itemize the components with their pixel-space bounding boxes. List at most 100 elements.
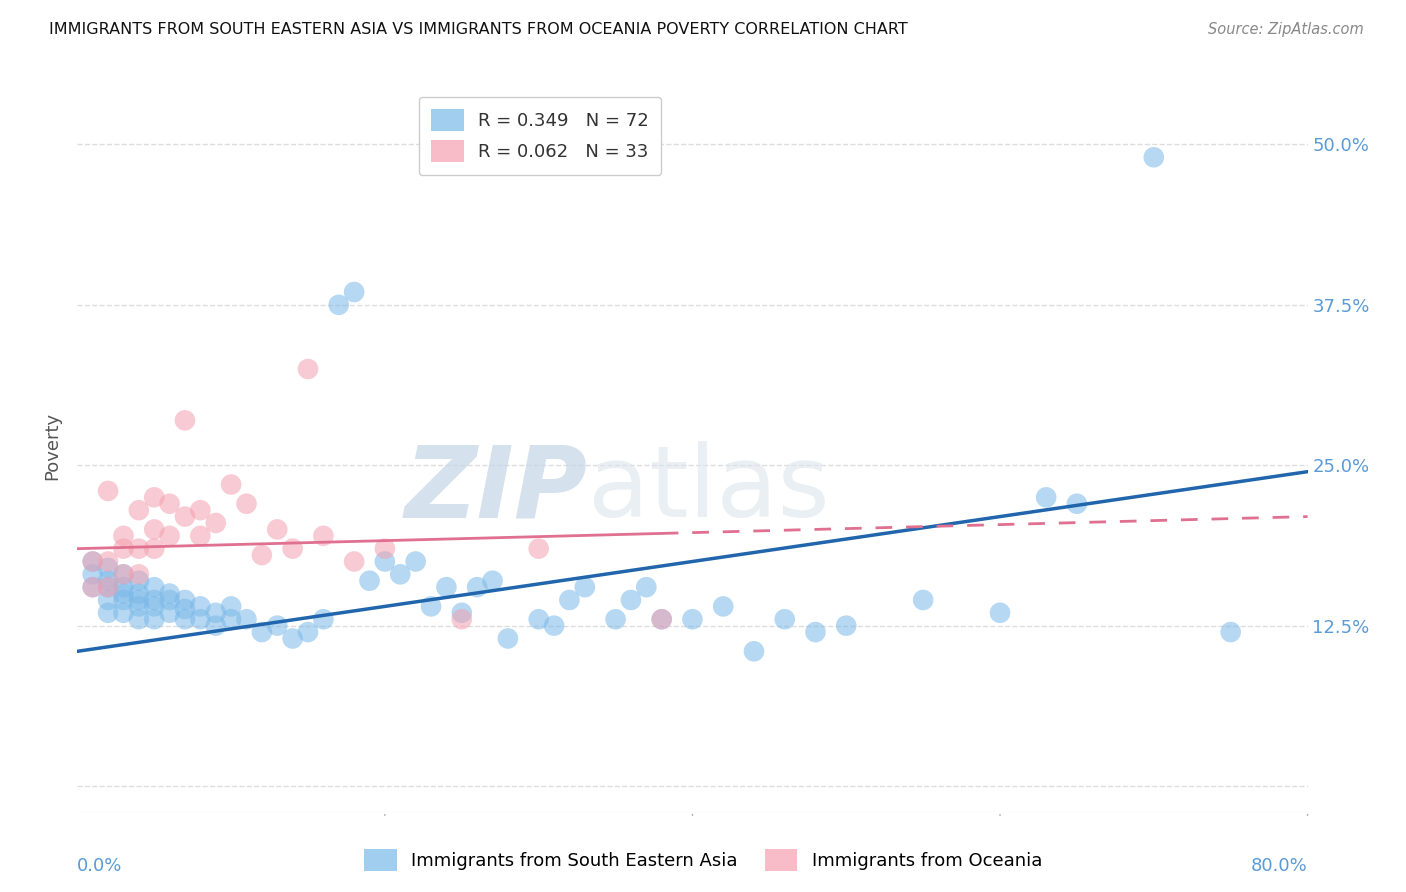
Point xyxy=(219,477,242,491)
Point xyxy=(450,606,472,620)
Point xyxy=(128,567,150,582)
Point xyxy=(235,612,257,626)
Point xyxy=(636,580,658,594)
Point xyxy=(143,599,166,614)
Point xyxy=(651,612,673,626)
Point xyxy=(112,580,135,594)
Point xyxy=(450,612,472,626)
Point xyxy=(128,574,150,588)
Point xyxy=(266,523,288,537)
Point xyxy=(312,529,335,543)
Point xyxy=(235,497,257,511)
Point xyxy=(297,362,319,376)
Point xyxy=(436,580,458,594)
Point xyxy=(558,593,581,607)
Point xyxy=(1143,150,1166,164)
Point xyxy=(297,625,319,640)
Point xyxy=(804,625,827,640)
Text: Source: ZipAtlas.com: Source: ZipAtlas.com xyxy=(1208,22,1364,37)
Point xyxy=(835,618,858,632)
Point xyxy=(128,599,150,614)
Point xyxy=(97,561,120,575)
Point xyxy=(128,541,150,556)
Text: IMMIGRANTS FROM SOUTH EASTERN ASIA VS IMMIGRANTS FROM OCEANIA POVERTY CORRELATIO: IMMIGRANTS FROM SOUTH EASTERN ASIA VS IM… xyxy=(49,22,908,37)
Point xyxy=(1035,491,1057,505)
Point xyxy=(711,599,734,614)
Point xyxy=(219,599,242,614)
Point xyxy=(343,554,366,568)
Point xyxy=(281,632,304,646)
Point xyxy=(574,580,596,594)
Point xyxy=(174,593,197,607)
Point xyxy=(97,483,120,498)
Text: ZIP: ZIP xyxy=(405,442,588,539)
Point xyxy=(143,491,166,505)
Point xyxy=(204,516,226,530)
Y-axis label: Poverty: Poverty xyxy=(44,412,62,480)
Point xyxy=(250,625,273,640)
Point xyxy=(82,567,104,582)
Point xyxy=(605,612,627,626)
Point xyxy=(219,612,242,626)
Point xyxy=(188,503,212,517)
Point xyxy=(343,285,366,299)
Point xyxy=(188,599,212,614)
Point xyxy=(143,612,166,626)
Point xyxy=(159,586,181,600)
Point xyxy=(651,612,673,626)
Point xyxy=(328,298,350,312)
Point xyxy=(112,606,135,620)
Point xyxy=(912,593,935,607)
Point xyxy=(82,554,104,568)
Point xyxy=(97,554,120,568)
Point xyxy=(128,503,150,517)
Point xyxy=(97,580,120,594)
Point xyxy=(82,580,104,594)
Point xyxy=(97,580,120,594)
Point xyxy=(128,612,150,626)
Point xyxy=(112,567,135,582)
Point xyxy=(159,593,181,607)
Point xyxy=(188,529,212,543)
Point xyxy=(389,567,412,582)
Point xyxy=(312,612,335,626)
Point xyxy=(159,529,181,543)
Point xyxy=(97,593,120,607)
Point xyxy=(174,612,197,626)
Point xyxy=(112,593,135,607)
Point xyxy=(128,586,150,600)
Point xyxy=(82,554,104,568)
Point xyxy=(143,593,166,607)
Point xyxy=(112,541,135,556)
Text: 80.0%: 80.0% xyxy=(1251,856,1308,875)
Point xyxy=(527,541,550,556)
Point xyxy=(481,574,503,588)
Point xyxy=(405,554,427,568)
Text: atlas: atlas xyxy=(588,442,830,539)
Point xyxy=(250,548,273,562)
Point xyxy=(742,644,765,658)
Point xyxy=(1219,625,1241,640)
Point xyxy=(112,586,135,600)
Point xyxy=(204,606,226,620)
Point xyxy=(159,497,181,511)
Point xyxy=(159,606,181,620)
Point xyxy=(143,541,166,556)
Point xyxy=(620,593,643,607)
Point xyxy=(374,554,396,568)
Point xyxy=(174,509,197,524)
Point xyxy=(1066,497,1088,511)
Point xyxy=(266,618,288,632)
Point xyxy=(97,574,120,588)
Point xyxy=(82,580,104,594)
Legend: Immigrants from South Eastern Asia, Immigrants from Oceania: Immigrants from South Eastern Asia, Immi… xyxy=(357,842,1049,879)
Point xyxy=(465,580,488,594)
Point xyxy=(496,632,519,646)
Point xyxy=(174,602,197,616)
Point xyxy=(420,599,443,614)
Text: 0.0%: 0.0% xyxy=(77,856,122,875)
Point xyxy=(112,529,135,543)
Point xyxy=(281,541,304,556)
Point xyxy=(527,612,550,626)
Point xyxy=(374,541,396,556)
